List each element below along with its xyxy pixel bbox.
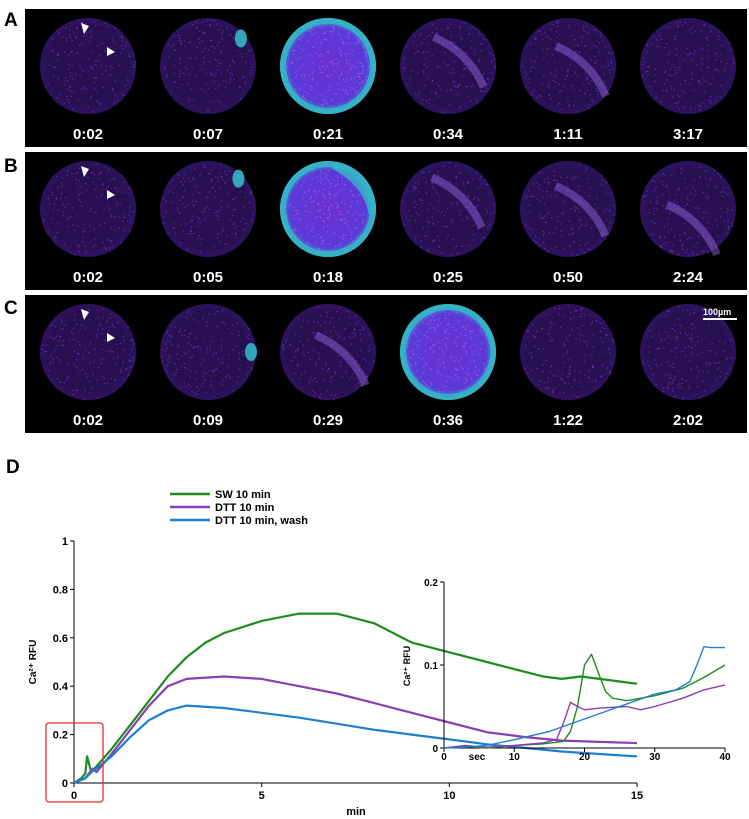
timestamp-label: 0:25 (432, 269, 464, 286)
x-tick-label: 10 (509, 752, 521, 763)
timestamp-label: 0:29 (312, 412, 344, 429)
series-line (443, 653, 726, 749)
timestamp-label: 0:05 (192, 269, 224, 286)
panel-a-letter: A (4, 10, 18, 31)
cell-image: 3:17 (629, 9, 747, 147)
panel-d-letter: D (6, 457, 20, 478)
cell-image: 0:05 (149, 152, 267, 290)
timestamp-label: 0:02 (72, 412, 104, 429)
legend-entry: DTT 10 min (215, 502, 275, 514)
scale-bar: 100µm (703, 307, 737, 320)
cell-disc (640, 18, 736, 114)
y-axis-label: Ca²⁺ RFU (28, 640, 39, 685)
timestamp-label: 0:21 (312, 126, 344, 143)
cell-disc (520, 161, 616, 257)
cell-disc (160, 18, 256, 114)
cell-disc (280, 18, 376, 114)
cell-image: 0:18 (269, 152, 387, 290)
series-line (73, 704, 638, 785)
cell-image: 0:34 (389, 9, 507, 147)
x-tick-label: 0 (71, 790, 77, 802)
x-tick-label: 40 (719, 752, 731, 763)
cell-disc (640, 304, 736, 400)
y-axis-label: Ca²⁺ RFU (402, 646, 412, 686)
cell-image: 2:24 (629, 152, 747, 290)
cell-image: 0:07 (149, 9, 267, 147)
panel-c-strip: 0:02 0:09 0:29 0:36 1:22 2:02 (25, 295, 747, 433)
timestamp-label: 1:22 (552, 412, 584, 429)
cell-image: 0:29 (269, 295, 387, 433)
cell-disc (400, 18, 497, 114)
cell-image: 1:22 (509, 295, 627, 433)
y-tick-label: 0.1 (424, 661, 438, 672)
x-tick-label: 20 (579, 752, 591, 763)
panel-c-letter: C (4, 298, 18, 319)
cell-disc (160, 304, 257, 400)
cell-disc (520, 18, 616, 114)
scale-bar-label: 100µm (703, 307, 732, 317)
x-axis-label: min (346, 806, 366, 818)
cell-image: 0:02 (29, 9, 147, 147)
y-tick-label: 0.4 (53, 681, 69, 693)
x-tick-label: 15 (631, 790, 643, 802)
timestamp-label: 0:02 (72, 269, 104, 286)
cell-disc (280, 304, 376, 400)
cell-disc (160, 161, 256, 257)
y-tick-label: 0.6 (53, 633, 68, 645)
x-tick-label: 30 (649, 752, 661, 763)
cell-image: 0:02 (29, 152, 147, 290)
panel-a-strip: 0:02 0:07 0:21 0:34 1:11 3:17 (25, 9, 747, 147)
y-tick-label: 0 (432, 744, 438, 755)
timestamp-label: 0:02 (72, 126, 104, 143)
cell-disc (400, 161, 496, 257)
cell-image: 0:25 (389, 152, 507, 290)
y-tick-label: 1 (62, 536, 68, 548)
series-line (443, 646, 725, 749)
timestamp-label: 0:34 (432, 126, 464, 143)
cell-image: 0:50 (509, 152, 627, 290)
cell-image: 0:36 (389, 295, 507, 433)
timestamp-label: 0:07 (192, 126, 224, 143)
series-line (443, 684, 726, 749)
cell-disc (40, 161, 136, 257)
y-tick-label: 0.8 (53, 584, 68, 596)
timestamp-label: 2:02 (672, 412, 704, 429)
timestamp-label: 0:18 (312, 269, 344, 286)
cell-disc (640, 161, 736, 257)
cell-disc (40, 18, 136, 114)
y-tick-label: 0 (62, 778, 68, 790)
timestamp-label: 0:09 (192, 412, 224, 429)
timestamp-label: 2:24 (672, 269, 704, 286)
highlight-box (45, 722, 104, 803)
cell-image: 2:02 (629, 295, 747, 433)
x-tick-label: 5 (259, 790, 265, 802)
cell-disc (280, 161, 376, 257)
legend-entry: DTT 10 min, wash (215, 515, 308, 527)
cell-image: 1:11 (509, 9, 627, 147)
cell-image: 0:21 (269, 9, 387, 147)
scale-bar-line (703, 318, 737, 320)
cell-disc (40, 304, 136, 400)
y-tick-label: 0.2 (424, 578, 438, 589)
panel-b-letter: B (4, 156, 18, 177)
timestamp-label: 0:36 (432, 412, 464, 429)
timestamp-label: 1:11 (553, 126, 583, 143)
timestamp-label: 3:17 (672, 126, 704, 143)
y-tick-label: 0.2 (53, 730, 68, 742)
cell-image: 0:09 (149, 295, 267, 433)
x-axis-label: sec (469, 752, 486, 763)
timestamp-label: 0:50 (552, 269, 584, 286)
panel-b-strip: 0:02 0:05 0:18 0:25 0:50 2:24 (25, 152, 747, 290)
cell-disc (400, 304, 496, 400)
legend-entry: SW 10 min (215, 489, 271, 501)
x-tick-label: 0 (441, 752, 447, 763)
cell-disc (520, 304, 616, 400)
cell-image: 0:02 (29, 295, 147, 433)
x-tick-label: 10 (443, 790, 455, 802)
